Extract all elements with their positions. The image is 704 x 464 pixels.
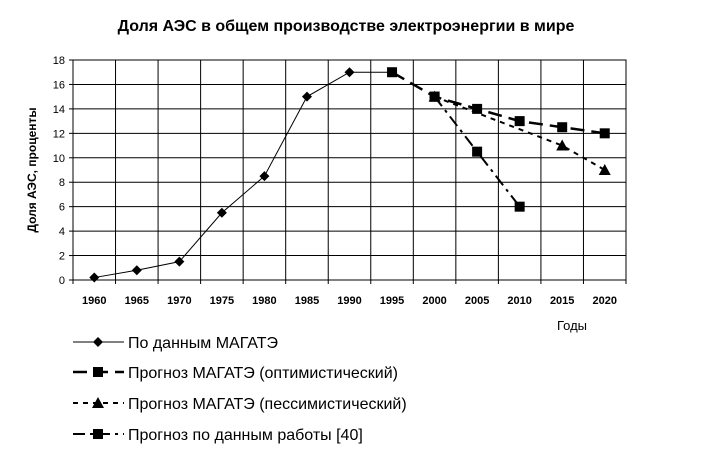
x-axis-label: Годы <box>557 318 587 333</box>
data-point <box>429 91 440 102</box>
y-tick-label: 16 <box>53 79 65 91</box>
legend-marker <box>93 429 103 439</box>
x-tick-label: 2020 <box>592 295 616 307</box>
x-tick-label: 1965 <box>125 295 149 307</box>
data-point <box>599 128 610 139</box>
data-point <box>174 256 185 267</box>
series-line <box>391 71 605 135</box>
y-tick-label: 14 <box>53 104 65 116</box>
data-point <box>514 201 525 212</box>
y-tick-label: 8 <box>59 177 65 189</box>
y-tick-label: 10 <box>53 153 65 165</box>
data-point <box>472 103 483 114</box>
legend-item: Прогноз МАГАТЭ (оптимистический) <box>73 365 398 382</box>
data-point <box>556 139 569 151</box>
series-line <box>94 71 393 279</box>
x-tick-label: 2015 <box>550 295 574 307</box>
data-point <box>89 272 100 283</box>
data-point <box>216 207 227 218</box>
legend-label: Прогноз МАГАТЭ (пессимистический) <box>128 396 407 413</box>
data-point <box>301 91 312 102</box>
legend-item: Прогноз по данным работы [40] <box>73 427 363 444</box>
y-tick-label: 4 <box>59 226 65 238</box>
legend-item: По данным МАГАТЭ <box>73 335 278 352</box>
legend: По данным МАГАТЭ Прогноз МАГАТЭ (оптимист… <box>73 335 407 444</box>
x-tick-label: 2010 <box>507 295 531 307</box>
data-point <box>344 67 355 78</box>
data-point <box>259 171 270 182</box>
x-tick-label: 2000 <box>422 295 446 307</box>
x-tick-label: 2005 <box>465 295 489 307</box>
legend-label: Прогноз по данным работы [40] <box>128 427 363 444</box>
x-tick-label: 1980 <box>252 295 276 307</box>
y-tick-label: 6 <box>59 202 65 214</box>
data-point <box>514 116 525 127</box>
x-tick-label: 1985 <box>295 295 319 307</box>
legend-marker <box>93 337 103 347</box>
data-point <box>598 164 611 175</box>
legend-label: По данным МАГАТЭ <box>128 335 278 352</box>
plot-frame <box>72 59 627 281</box>
data-point <box>131 265 142 276</box>
y-tick-label: 12 <box>53 128 65 140</box>
x-tick-label: 1970 <box>167 295 191 307</box>
y-tick-label: 2 <box>59 251 65 263</box>
series-4 <box>429 91 525 212</box>
y-tick-label: 18 <box>53 55 65 67</box>
y-axis-label: Доля АЭС, проценты <box>25 107 39 232</box>
data-point <box>387 67 398 78</box>
y-tick-label: 0 <box>59 275 65 287</box>
x-tick-label: 1990 <box>337 295 361 307</box>
x-tick-label: 1995 <box>380 295 404 307</box>
legend-marker <box>92 397 104 408</box>
x-tick-label: 1975 <box>210 295 234 307</box>
data-point <box>472 146 483 157</box>
legend-label: Прогноз МАГАТЭ (оптимистический) <box>128 365 398 382</box>
x-tick-label: 1960 <box>82 295 106 307</box>
data-point <box>557 122 568 133</box>
chart-title: Доля АЭС в общем производстве электроэне… <box>118 18 575 35</box>
legend-item: Прогноз МАГАТЭ (пессимистический) <box>73 396 407 413</box>
legend-marker <box>93 367 103 377</box>
plot-area: 0 2 4 6 8 10 12 14 16 18 1960 1965 1970 1975 1980 1985 1… <box>53 55 627 307</box>
